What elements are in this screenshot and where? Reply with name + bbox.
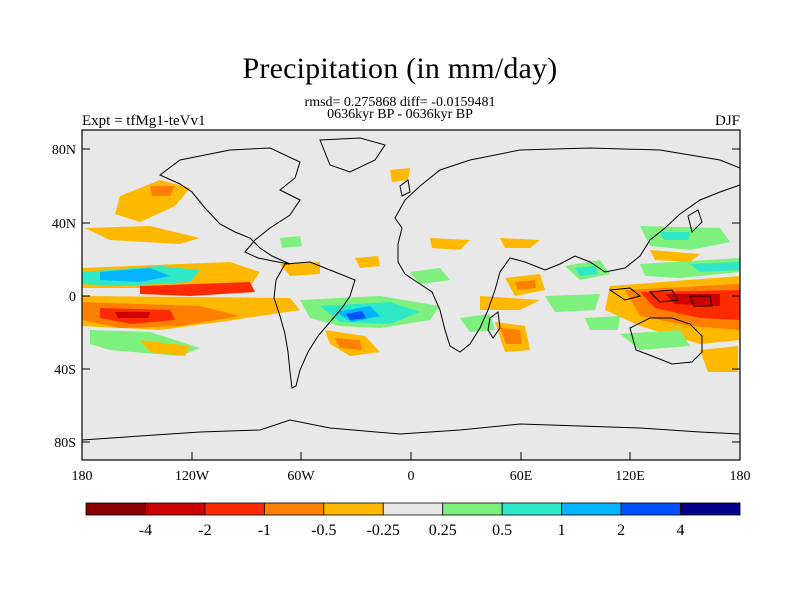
colorbar-label: 1 (558, 522, 566, 539)
colorbar-swatch (85, 502, 146, 516)
colorbar-swatch (680, 502, 741, 516)
anomaly-patch (85, 226, 200, 244)
colorbar-label: 2 (617, 522, 625, 539)
colorbar-label: 4 (677, 522, 685, 539)
lat-label: 40S (54, 363, 76, 378)
colorbar-swatch (263, 502, 325, 516)
stats-line: rmsd= 0.275868 diff= -0.0159481 (304, 95, 496, 110)
lon-label: 120W (175, 469, 210, 484)
anomaly-patch (140, 340, 190, 356)
coastline-north-america (159, 147, 301, 265)
coastline-uk (399, 179, 411, 197)
anomaly-patch (665, 294, 720, 306)
colorbar-label: 0.25 (429, 522, 457, 539)
colorbar-label: -4 (139, 522, 152, 539)
anomaly-patch (500, 328, 522, 344)
lat-label: 0 (69, 290, 76, 305)
lat-label: 40N (52, 217, 76, 232)
anomaly-patch (140, 282, 255, 296)
anomaly-patch (545, 294, 600, 312)
colorbar-swatch (204, 502, 265, 516)
anomaly-patch (690, 262, 740, 272)
anomaly-patch (585, 316, 620, 330)
colorbar-swatch (323, 502, 384, 516)
colorbar-label: -2 (198, 522, 211, 539)
anomaly-patch (390, 168, 410, 182)
lon-label: 0 (408, 469, 415, 484)
colorbar: -4 -2 -1 -0.5 -0.25 0.25 0.5 1 2 4 (85, 502, 741, 539)
anomaly-patch (500, 238, 540, 248)
coastline-japan (687, 209, 703, 233)
anomaly-patch (460, 314, 495, 332)
anomaly-patch (150, 186, 175, 196)
coastline-madagascar (487, 311, 501, 339)
colorbar-swatch (442, 502, 503, 516)
anomaly-patch (430, 238, 470, 250)
lon-label: 60W (287, 469, 315, 484)
anomaly-patch (480, 296, 540, 310)
anomaly-patch (335, 338, 362, 350)
period-line: 0636kyr BP - 0636kyr BP (327, 107, 473, 122)
colorbar-swatch (561, 502, 622, 516)
colorbar-swatch (620, 502, 681, 516)
anomaly-patch (650, 250, 700, 262)
coastline-antarctica (82, 419, 740, 441)
anomaly-patch (700, 346, 738, 372)
coastlines (82, 137, 740, 441)
anomaly-patch (355, 256, 380, 268)
coastline-greenland (319, 137, 386, 173)
colorbar-swatch (145, 502, 206, 516)
lon-label: 60E (510, 469, 533, 484)
coastline-eurasia-africa (394, 147, 740, 353)
anomaly-patch (515, 280, 536, 290)
anomaly-patch (620, 330, 690, 350)
coastline-australia (629, 317, 703, 365)
experiment-label: Expt = tfMg1-teVv1 (82, 113, 206, 129)
season-label: DJF (714, 113, 740, 129)
anomaly-patch (346, 311, 366, 320)
anomaly-patch (575, 266, 598, 276)
colorbar-label: -0.25 (367, 522, 400, 539)
anomaly-patch (115, 312, 150, 318)
lon-label: 120E (615, 469, 645, 484)
colorbar-swatch (501, 502, 563, 516)
anomaly-patch (100, 268, 170, 282)
colorbar-label: 0.5 (492, 522, 512, 539)
lon-label: 180 (730, 469, 751, 484)
lon-label: 180 (72, 469, 93, 484)
coastline-indonesia (608, 287, 713, 307)
colorbar-label: -0.5 (311, 522, 336, 539)
anomaly-patch (280, 236, 302, 248)
axis-ticks (81, 148, 741, 460)
chart-title: Precipitation (in mm/day) (242, 52, 558, 85)
colorbar-swatch (382, 502, 444, 516)
lat-label: 80N (52, 143, 76, 158)
lat-label: 80S (54, 436, 76, 451)
anomaly-patch (410, 268, 450, 284)
coastline-south-america (273, 261, 356, 389)
anomaly-patch (660, 232, 690, 240)
colorbar-label: -1 (258, 522, 271, 539)
anomaly-patch (280, 262, 320, 276)
